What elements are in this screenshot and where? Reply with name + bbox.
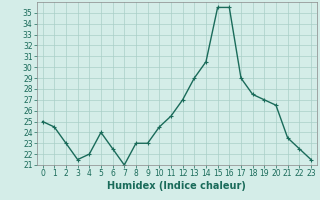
X-axis label: Humidex (Indice chaleur): Humidex (Indice chaleur) (108, 181, 246, 191)
